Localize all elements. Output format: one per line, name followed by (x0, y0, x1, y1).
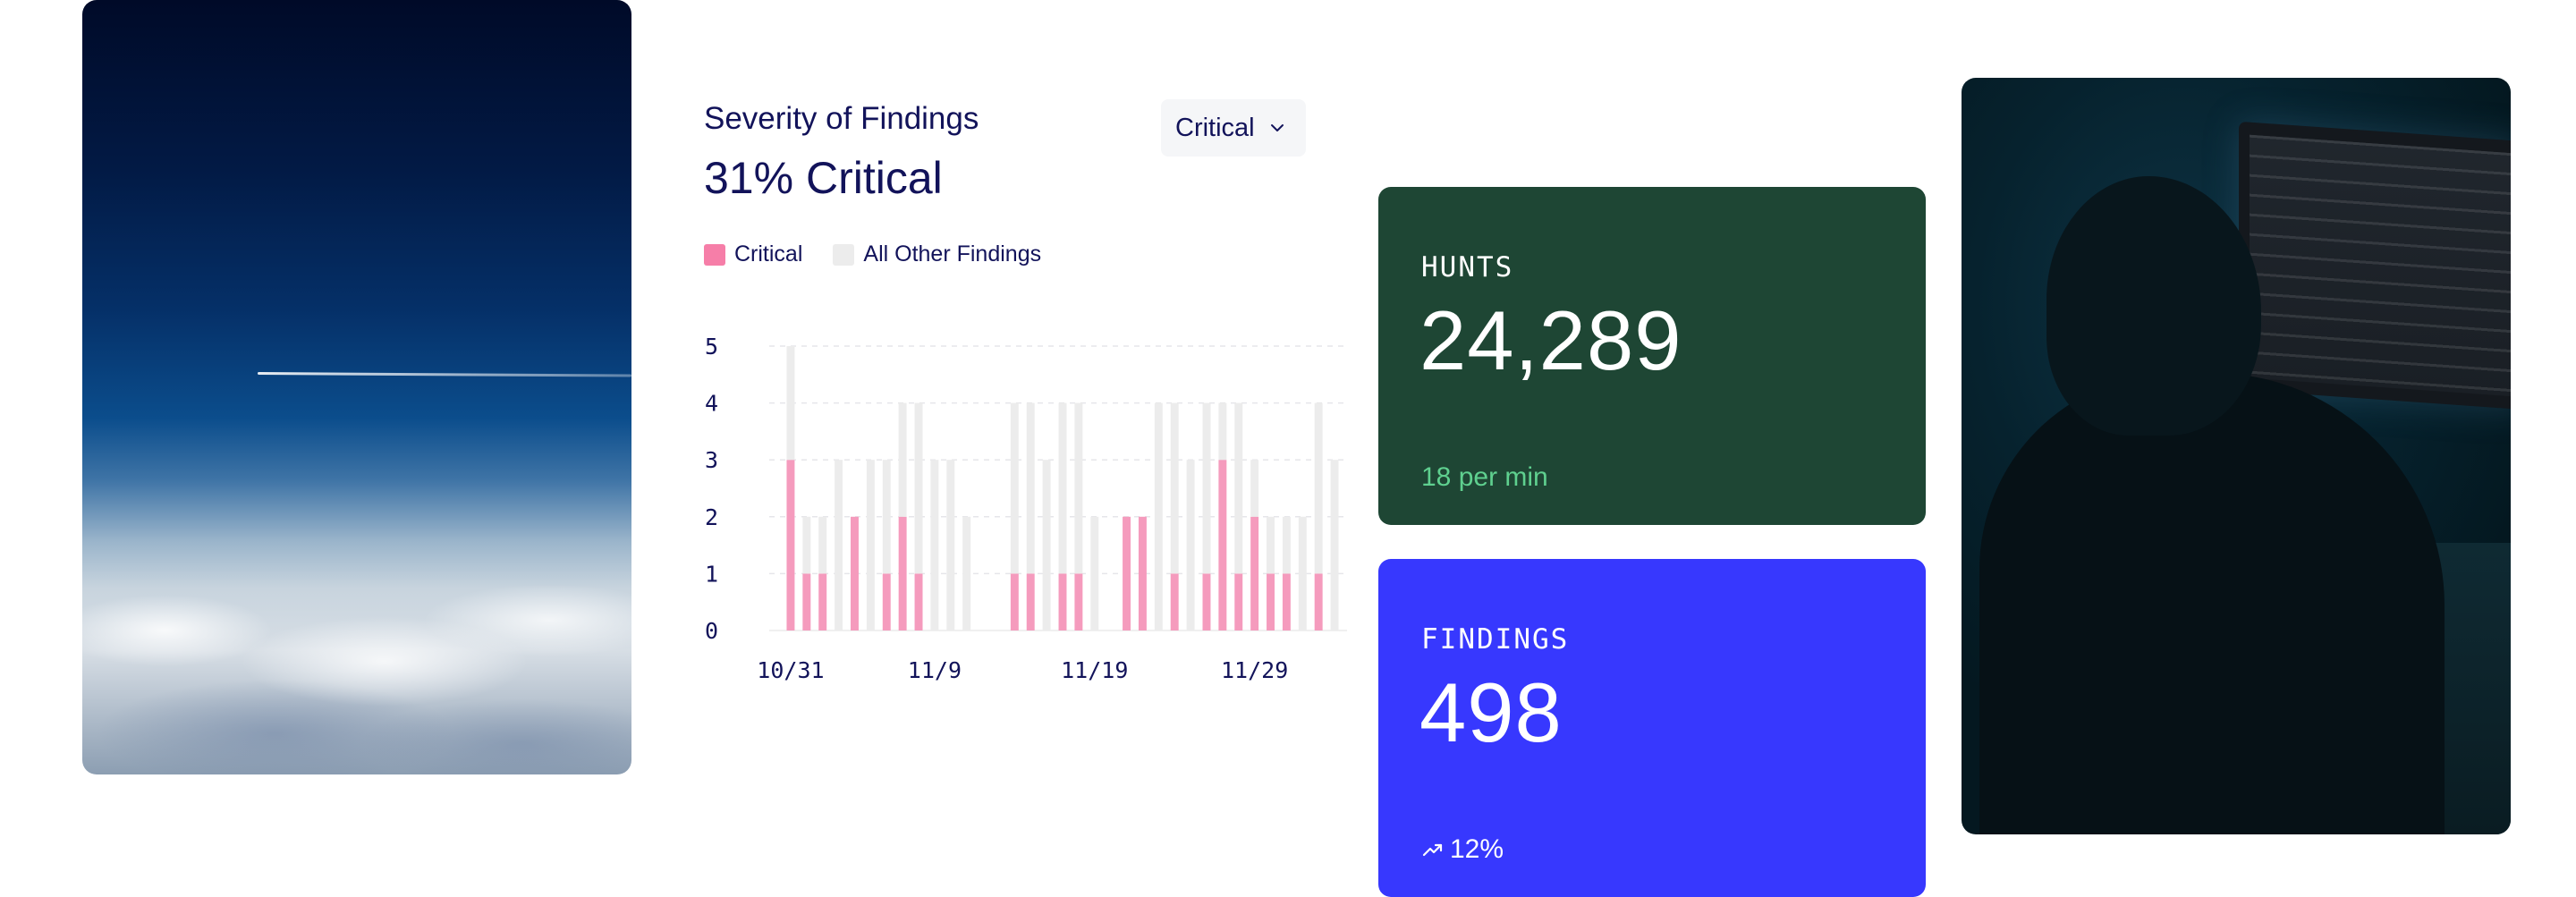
bar-critical (882, 573, 891, 630)
bar-critical (914, 573, 923, 630)
chart-headline: 31% Critical (704, 153, 943, 203)
trend-up-icon (1422, 843, 1443, 857)
person-body (1979, 373, 2445, 834)
bar-other (898, 402, 907, 517)
bar-critical (802, 573, 811, 630)
analyst-photo (1962, 78, 2511, 834)
x-axis-ticks: 10/31 11/9 11/19 11/29 (757, 657, 1288, 683)
bar-other (1074, 402, 1083, 574)
bar-other (962, 516, 971, 630)
bar-critical (851, 516, 859, 630)
chevron-down-icon (1270, 124, 1284, 131)
bar-other (1282, 516, 1291, 574)
bar-critical (1250, 516, 1259, 630)
legend-swatch-critical (704, 243, 725, 266)
chart-bars (786, 346, 1339, 630)
hunts-label: HUNTS (1421, 251, 1514, 283)
bar-other (835, 460, 843, 630)
y-tick-label: 4 (705, 391, 718, 417)
x-tick-label: 11/19 (1061, 657, 1128, 683)
y-tick-label: 1 (705, 561, 718, 587)
bar-critical (898, 516, 907, 630)
bar-other (802, 516, 811, 574)
bar-critical (1123, 516, 1131, 630)
chart-legend: Critical All Other Findings (704, 241, 1072, 267)
bar-other (1298, 516, 1307, 630)
legend-item-other: All Other Findings (833, 241, 1041, 267)
findings-label: FINDINGS (1421, 623, 1570, 656)
bar-other (1154, 402, 1163, 630)
monitor (2239, 121, 2511, 410)
bar-other (1090, 516, 1099, 630)
bar-other (1234, 402, 1243, 574)
bar-other (1010, 402, 1019, 574)
bar-other (1218, 402, 1227, 461)
monitor-screen (2250, 134, 2511, 398)
bar-critical (1234, 573, 1243, 630)
x-tick-label: 11/9 (908, 657, 962, 683)
y-tick-label: 5 (705, 334, 718, 360)
bar-other (930, 460, 939, 630)
bar-critical (1138, 516, 1147, 630)
x-tick-label: 11/29 (1221, 657, 1288, 683)
findings-change-row: 12% (1421, 834, 1504, 865)
bar-critical (1218, 460, 1227, 630)
findings-value: 498 (1419, 665, 1563, 759)
bar-critical (1058, 573, 1067, 630)
bar-critical (1010, 573, 1019, 630)
legend-swatch-other (833, 243, 855, 266)
bar-other (1314, 402, 1323, 574)
findings-change: 12% (1450, 834, 1504, 864)
bar-other (1042, 460, 1051, 630)
bar-other (1267, 516, 1275, 574)
bar-other (914, 402, 923, 574)
hunts-value: 24,289 (1419, 293, 1682, 387)
bar-other (1330, 460, 1339, 630)
severity-dropdown-value: Critical (1175, 113, 1255, 142)
y-axis-ticks: 0 1 2 3 4 5 (705, 334, 718, 644)
bar-other (786, 346, 795, 461)
bar-critical (1282, 573, 1291, 630)
bar-other (866, 460, 875, 630)
y-tick-label: 3 (705, 447, 718, 473)
severity-dropdown[interactable]: Critical (1161, 99, 1306, 157)
y-tick-label: 2 (705, 504, 718, 530)
legend-label-other: All Other Findings (863, 241, 1042, 267)
legend-item-critical: Critical (704, 241, 802, 267)
bar-critical (818, 573, 827, 630)
hunts-card: HUNTS 24,289 18 per min (1378, 187, 1926, 525)
bar-critical (1170, 573, 1179, 630)
x-tick-label: 10/31 (757, 657, 824, 683)
bar-other (1058, 402, 1067, 574)
bar-critical (1267, 573, 1275, 630)
bar-other (882, 460, 891, 574)
airplane-contrail (257, 372, 631, 377)
bar-other (818, 516, 827, 574)
legend-label-critical: Critical (734, 241, 803, 267)
cloud-layer (82, 569, 631, 774)
bar-critical (1074, 573, 1083, 630)
findings-card: FINDINGS 498 12% (1378, 559, 1926, 897)
bar-other (1202, 402, 1211, 574)
y-tick-label: 0 (705, 618, 718, 644)
bar-critical (1026, 573, 1035, 630)
hunts-rate: 18 per min (1421, 462, 1548, 492)
bar-critical (786, 460, 795, 630)
bar-other (1186, 460, 1195, 630)
bar-other (1250, 460, 1259, 517)
severity-bar-chart: 0 1 2 3 4 5 10/31 11/9 11/19 11/29 (705, 334, 1347, 683)
chart-title: Severity of Findings (704, 101, 979, 136)
bar-other (946, 460, 955, 630)
person-head (2046, 176, 2261, 436)
bar-other (1170, 402, 1179, 574)
sky-photo (82, 0, 631, 774)
bar-critical (1202, 573, 1211, 630)
bar-critical (1314, 573, 1323, 630)
bar-other (1026, 402, 1035, 574)
